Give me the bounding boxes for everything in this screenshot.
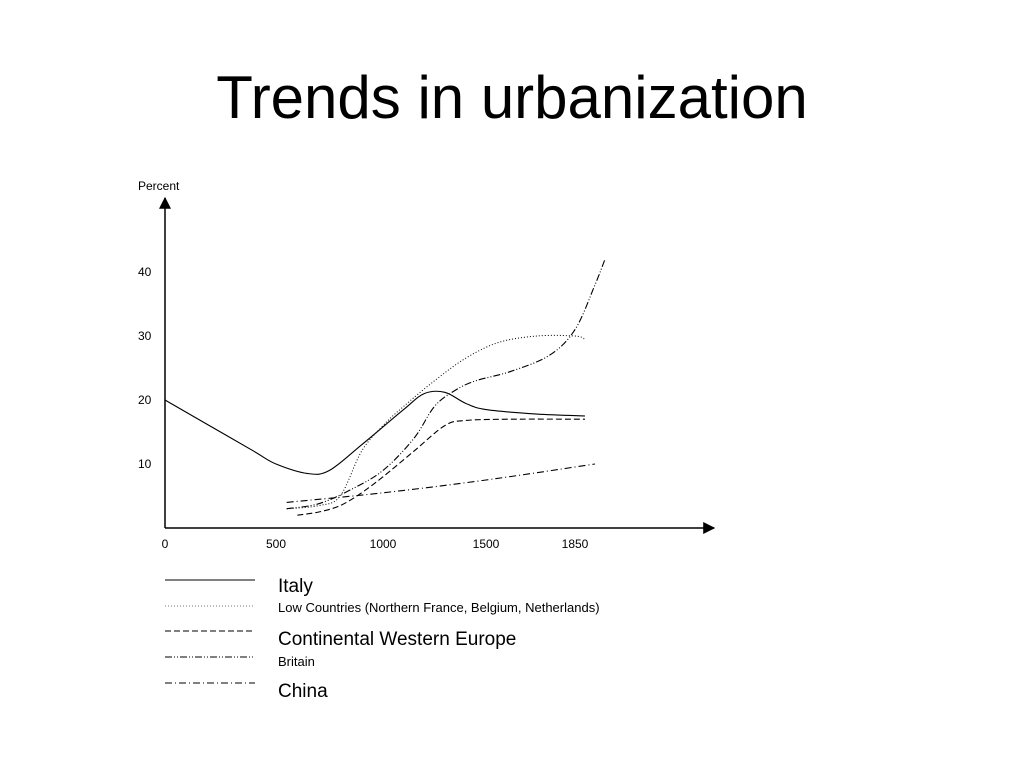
x-tick-label: 1500 — [473, 537, 500, 551]
x-tick-label: 1850 — [562, 537, 589, 551]
y-tick-label: 30 — [138, 329, 152, 343]
x-tick-label: 0 — [162, 537, 169, 551]
series-line-1 — [164, 390, 586, 475]
legend-label-5: China — [278, 681, 328, 702]
series-line-4 — [286, 258, 606, 510]
x-tick-label: 1000 — [370, 537, 397, 551]
legend-label-3: Continental Western Europe — [278, 629, 516, 650]
series-line-3 — [297, 418, 586, 516]
y-tick-label: 20 — [138, 393, 152, 407]
legend-label-4: Britain — [278, 654, 315, 669]
series-line-5 — [286, 463, 596, 503]
y-axis-label: Percent — [138, 179, 180, 193]
legend-label-1: Italy — [278, 576, 313, 597]
x-tick-label: 500 — [266, 537, 286, 551]
legend-label-2: Low Countries (Northern France, Belgium,… — [278, 600, 600, 615]
slide-title: Trends in urbanization — [216, 64, 808, 131]
y-tick-label: 40 — [138, 265, 152, 279]
y-tick-label: 10 — [138, 457, 152, 471]
series-line-2 — [286, 334, 586, 510]
